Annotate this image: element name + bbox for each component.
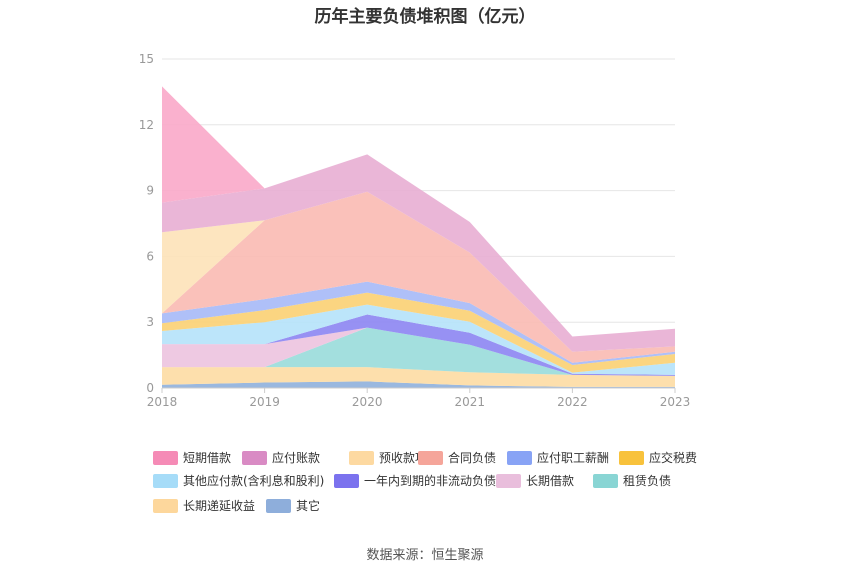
legend-swatch [242,451,267,465]
legend-item[interactable]: 长期借款 [496,474,574,488]
area-series-3[interactable] [162,327,675,376]
area-series-11[interactable] [162,154,675,352]
legend-item[interactable]: 合同负债 [418,450,496,465]
legend-label: 长期借款 [526,474,574,488]
area-series-5[interactable] [162,314,675,376]
legend-label: 其他应付款(含利息和股利) [183,473,324,488]
legend-item[interactable]: 应付账款 [242,450,320,465]
legend-label: 应交税费 [649,450,697,465]
legend-swatch [153,474,178,488]
legend-item[interactable]: 短期借款 [153,451,231,465]
legend-swatch [349,451,374,465]
legend-label: 其它 [296,498,320,513]
legend-label: 合同负债 [448,450,496,465]
y-tick-label: 6 [146,249,154,263]
legend-label: 应付职工薪酬 [537,450,609,465]
area-series-4[interactable] [162,327,675,376]
area-series-8[interactable] [162,281,675,365]
legend-label: 一年内到期的非流动负债 [364,473,496,488]
legend-item[interactable]: 长期递延收益 [153,499,255,513]
x-tick-label: 2019 [249,395,280,409]
y-tick-label: 0 [146,381,154,395]
y-tick-label: 9 [146,184,154,198]
legend-label: 租赁负债 [623,474,671,488]
legend-item[interactable]: 其它 [266,498,320,513]
axes: 2018 2019 2020 2021 2022 2023 [147,387,691,409]
legend-swatch [619,451,644,465]
legend-item[interactable]: 一年内到期的非流动负债 [334,473,496,488]
legend-swatch [593,474,618,488]
chart-title: 历年主要负债堆积图（亿元） [315,6,536,27]
x-tick-label: 2022 [557,395,588,409]
y-tick-label: 15 [139,52,154,66]
area-series-1[interactable] [162,381,675,388]
legend-label: 应付账款 [272,450,320,465]
x-tick-label: 2023 [660,395,691,409]
legend-swatch [334,474,359,488]
area-series-7[interactable] [162,292,675,373]
data-source-note: 数据来源：恒生聚源 [366,548,483,563]
legend-item[interactable]: 租赁负债 [593,474,671,488]
legend-item[interactable]: 预收款项 [349,451,427,465]
legend-label: 短期借款 [183,451,231,465]
legend-swatch [418,451,443,465]
y-tick-label: 12 [139,118,154,132]
legend-item[interactable]: 应付职工薪酬 [507,450,609,465]
area-series-group [162,86,675,388]
area-series-6[interactable] [162,304,675,375]
legend-swatch [266,499,291,513]
legend-swatch [496,474,521,488]
area-series-2[interactable] [162,367,675,387]
x-tick-label: 2020 [352,395,383,409]
x-tick-label: 2021 [455,395,486,409]
legend-item[interactable]: 应交税费 [619,450,697,465]
legend-swatch [507,451,532,465]
legend-label: 长期递延收益 [183,499,255,513]
area-series-9[interactable] [162,191,675,363]
x-tick-label: 2018 [147,395,178,409]
y-tick-label: 3 [146,315,154,329]
legend-label: 预收款项 [379,451,427,465]
legend-item[interactable]: 其他应付款(含利息和股利) [153,473,324,488]
legend-swatch [153,499,178,513]
legend-swatch [153,451,178,465]
